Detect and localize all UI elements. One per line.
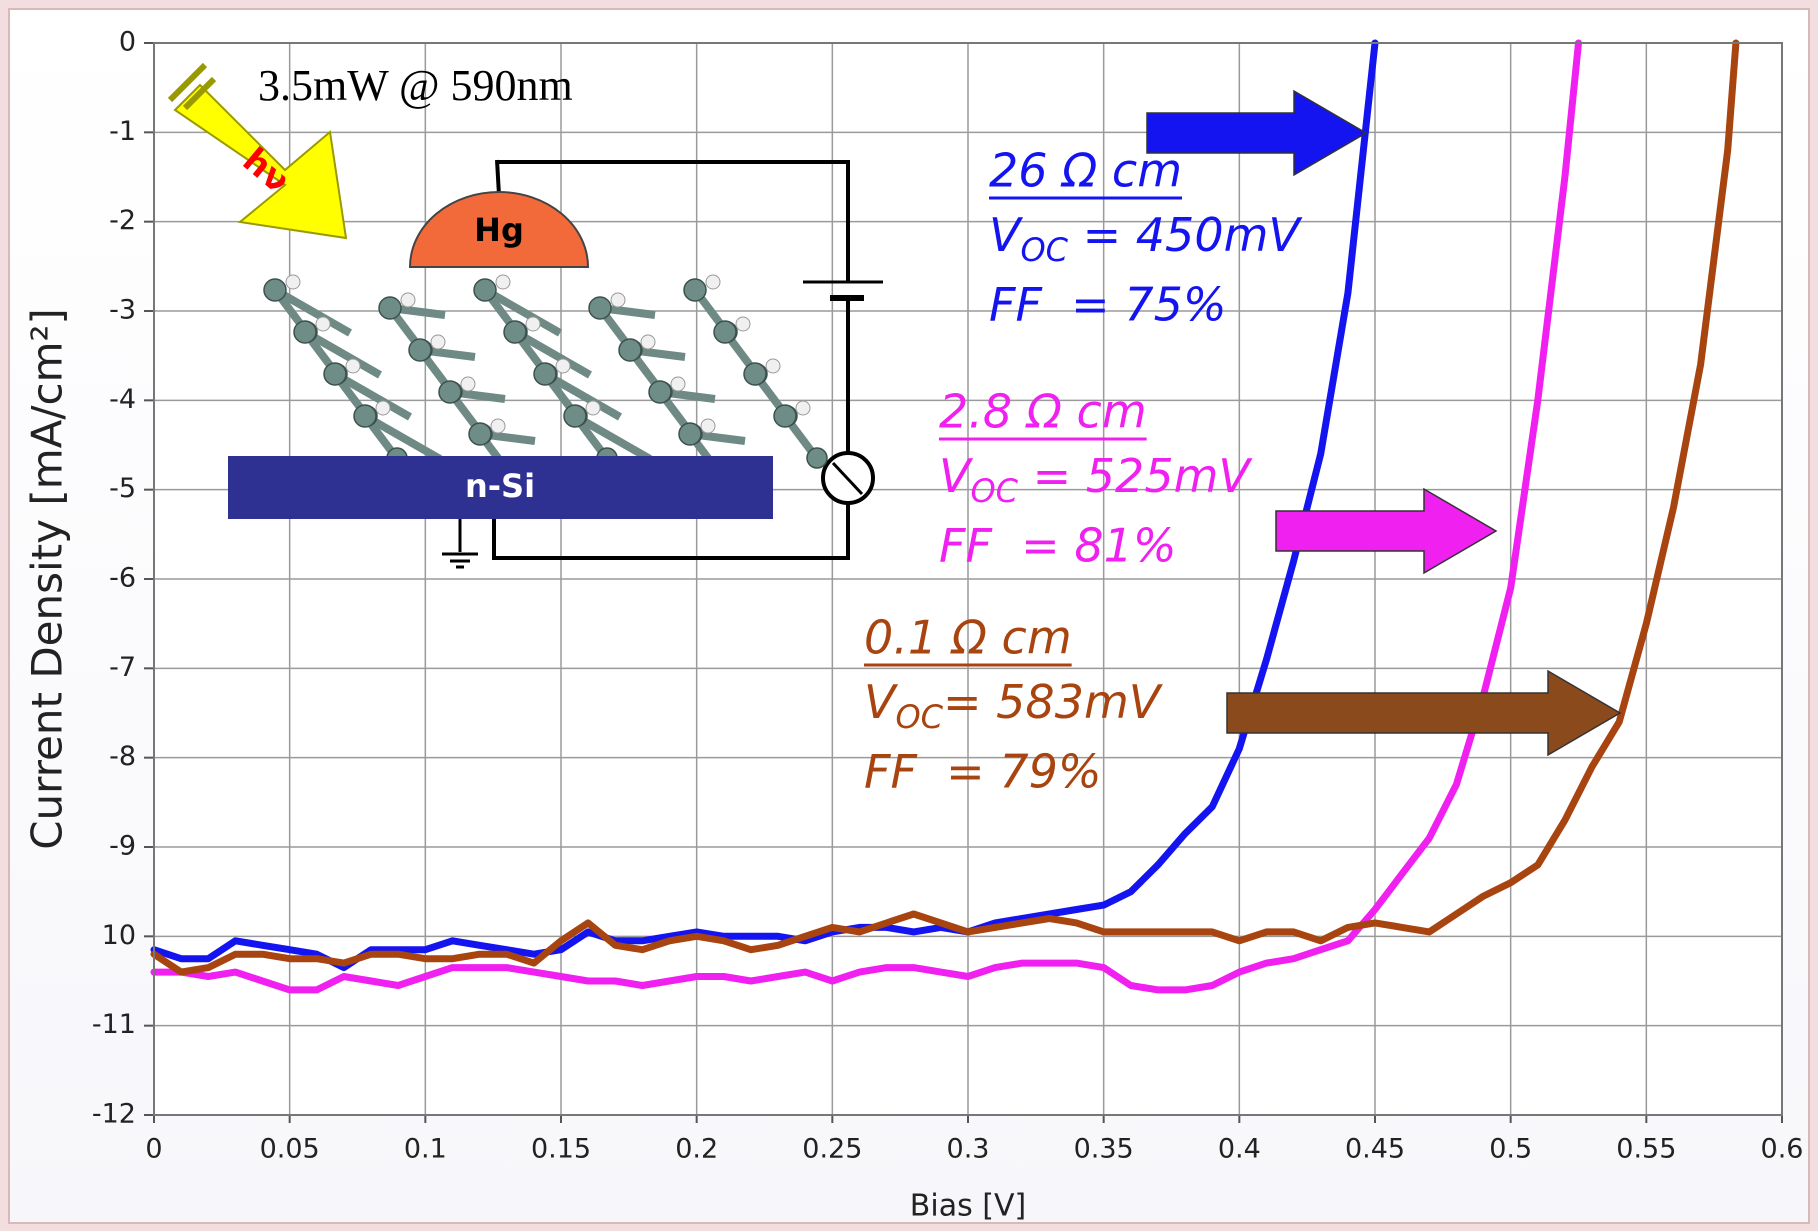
y-axis-label: Current Density [mA/cm²] <box>23 308 72 850</box>
page: {"chart_data":{"type":"line", "x_label":… <box>0 0 1818 1231</box>
atom <box>469 423 491 445</box>
hydrogen <box>491 419 505 433</box>
series-name: 0.1 Ω cm <box>864 611 1072 665</box>
atom <box>744 363 766 385</box>
voc-subscript: OC <box>970 472 1018 510</box>
atom <box>409 339 431 361</box>
hydrogen <box>556 359 570 373</box>
y-tick-label: 0 <box>119 27 136 58</box>
hydrogen <box>736 317 750 331</box>
contact-label: Hg <box>474 211 524 249</box>
hydrogen <box>496 275 510 289</box>
hydrogen <box>346 359 360 373</box>
atom <box>439 381 461 403</box>
hydrogen <box>641 335 655 349</box>
atom <box>264 279 286 301</box>
ff-label: FF = 79% <box>864 745 1102 799</box>
voc-symbol: V <box>864 675 899 729</box>
y-tick-label: -9 <box>109 831 136 862</box>
substrate-label: n-Si <box>465 467 535 505</box>
hydrogen <box>796 401 810 415</box>
hydrogen <box>526 317 540 331</box>
hydrogen <box>401 293 415 307</box>
atom <box>649 381 671 403</box>
y-tick-label: -7 <box>109 652 136 683</box>
voc-subscript: OC <box>895 698 943 736</box>
ff-label: FF = 75% <box>989 278 1227 332</box>
atom <box>294 321 316 343</box>
atom <box>774 405 796 427</box>
x-tick-label: 0.35 <box>1074 1134 1134 1165</box>
voc-value: = 450mV <box>1068 208 1303 262</box>
hydrogen <box>671 377 685 391</box>
x-tick-label: 0.3 <box>947 1134 990 1165</box>
hydrogen <box>431 335 445 349</box>
atom <box>714 321 736 343</box>
hydrogen <box>461 377 475 391</box>
y-tick-label: -6 <box>109 563 136 594</box>
series-name: 2.8 Ω cm <box>939 385 1147 439</box>
hydrogen <box>316 317 330 331</box>
x-tick-label: 0.6 <box>1761 1134 1804 1165</box>
x-tick-label: 0.25 <box>802 1134 862 1165</box>
voc-symbol: V <box>989 208 1024 262</box>
hydrogen <box>586 401 600 415</box>
atom <box>564 405 586 427</box>
chart: hν 3.5mW @ 590nm Hg n-Si 26 Ω cmVOC = 45… <box>0 0 1818 1231</box>
y-tick-label: -12 <box>92 1099 136 1130</box>
x-tick-label: 0.1 <box>404 1134 447 1165</box>
atom <box>504 321 526 343</box>
atom <box>619 339 641 361</box>
light-label: 3.5mW @ 590nm <box>258 61 573 110</box>
atom <box>474 279 496 301</box>
hydrogen <box>766 359 780 373</box>
atom <box>324 363 346 385</box>
voc-subscript: OC <box>1020 231 1068 269</box>
y-tick-label: -11 <box>92 1009 136 1040</box>
hydrogen <box>706 275 720 289</box>
y-tick-label: -3 <box>109 295 136 326</box>
x-tick-label: 0.2 <box>675 1134 718 1165</box>
atom <box>534 363 556 385</box>
voc-value: = 583mV <box>943 675 1164 729</box>
y-tick-label: -5 <box>109 473 136 504</box>
x-tick-label: 0.45 <box>1345 1134 1405 1165</box>
atom <box>679 423 701 445</box>
atom <box>807 448 827 468</box>
series-name: 26 Ω cm <box>989 144 1182 198</box>
x-tick-label: 0 <box>145 1134 162 1165</box>
x-tick-label: 0.5 <box>1489 1134 1532 1165</box>
y-tick-label: -4 <box>109 384 136 415</box>
hydrogen <box>376 401 390 415</box>
y-tick-label: 10 <box>102 920 136 951</box>
y-tick-label: -8 <box>109 741 136 772</box>
y-tick-label: -1 <box>109 116 136 147</box>
hydrogen <box>701 419 715 433</box>
x-tick-label: 0.55 <box>1616 1134 1676 1165</box>
hydrogen <box>611 293 625 307</box>
ff-label: FF = 81% <box>939 519 1177 573</box>
atom <box>379 297 401 319</box>
x-axis-label: Bias [V] <box>910 1189 1026 1224</box>
hydrogen <box>286 275 300 289</box>
wire <box>497 160 499 195</box>
y-tick-label: -2 <box>109 205 136 236</box>
x-tick-label: 0.05 <box>260 1134 320 1165</box>
x-tick-label: 0.15 <box>531 1134 591 1165</box>
atom <box>354 405 376 427</box>
voc-value: = 525mV <box>1018 449 1253 503</box>
x-tick-label: 0.4 <box>1218 1134 1261 1165</box>
atom <box>684 279 706 301</box>
voc-symbol: V <box>939 449 974 503</box>
atom <box>589 297 611 319</box>
